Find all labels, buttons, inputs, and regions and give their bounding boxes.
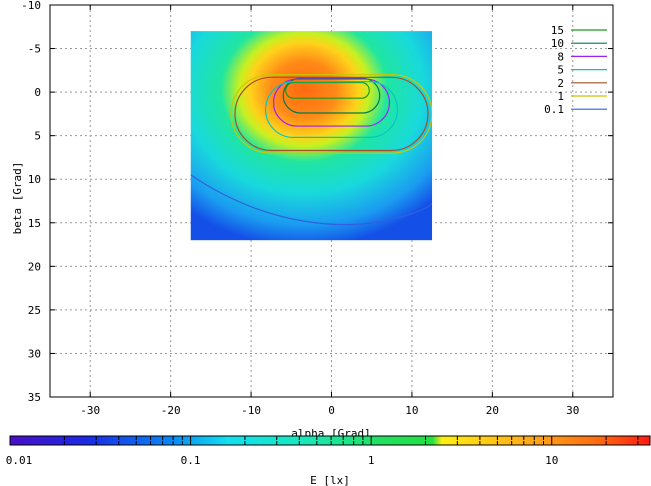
contour-15	[285, 81, 370, 99]
x-tick-label: 30	[566, 404, 579, 417]
legend-label: 1	[557, 90, 564, 103]
x-tick-label: -30	[80, 404, 100, 417]
y-tick-label: 25	[28, 304, 41, 317]
contour-10	[282, 77, 381, 114]
colorbar: 0.01 0.1 1 10	[6, 435, 651, 467]
colorbar-tick-label: 0.01	[6, 454, 33, 467]
y-tick-label: 10	[28, 173, 41, 186]
y-tick-label: 35	[28, 391, 41, 404]
x-tick-label: -10	[241, 404, 261, 417]
legend-label: 0.1	[544, 103, 564, 116]
x-tick-label: 20	[486, 404, 499, 417]
contour-lines	[190, 74, 433, 226]
x-axis-ticks: -30 -20 -10 0 10 20 30	[80, 5, 579, 417]
colorbar-label: E [lx]	[310, 474, 350, 486]
y-axis-label: beta [Grad]	[11, 162, 24, 235]
legend-label: 15	[551, 24, 564, 37]
x-tick-label: 0	[328, 404, 335, 417]
heatmap-field	[190, 31, 433, 241]
contour-0-1	[190, 174, 433, 226]
contour-5	[264, 81, 399, 139]
y-tick-label: 5	[34, 130, 41, 143]
colorbar-tick-label: 1	[368, 454, 375, 467]
legend-label: 5	[557, 64, 564, 77]
contour-1	[230, 74, 433, 154]
x-tick-label: 10	[405, 404, 418, 417]
heatmap	[190, 31, 433, 241]
y-tick-label: 20	[28, 260, 41, 273]
colorbar-strip	[10, 436, 650, 445]
y-tick-label: 0	[34, 86, 41, 99]
y-tick-label: 15	[28, 217, 41, 230]
legend-label: 8	[557, 50, 564, 63]
contour-2	[234, 76, 429, 152]
x-tick-label: -20	[161, 404, 181, 417]
colorbar-tick-label: 0.1	[181, 454, 201, 467]
y-tick-label: 30	[28, 347, 41, 360]
y-tick-label: -5	[28, 43, 41, 56]
y-tick-label: -10	[21, 0, 41, 12]
legend-label: 10	[551, 37, 564, 50]
colorbar-tick-label: 10	[545, 454, 558, 467]
legend-label: 2	[557, 77, 564, 90]
contour-8	[272, 78, 391, 127]
